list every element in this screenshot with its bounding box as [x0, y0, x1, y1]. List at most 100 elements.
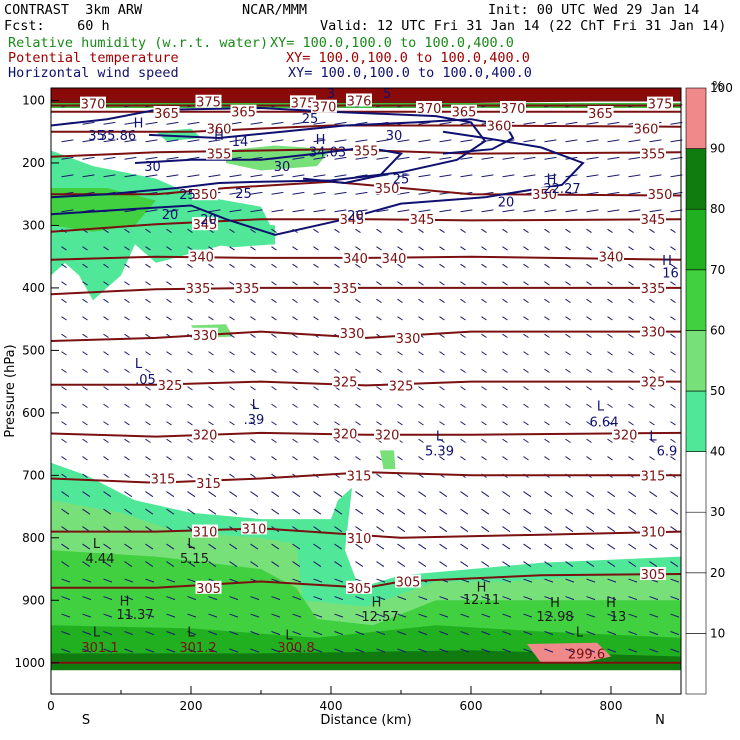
- extremum-value: 22.27: [543, 182, 580, 197]
- wind-vector: [649, 139, 662, 143]
- wind-vector: [670, 281, 676, 286]
- wind-vector: [334, 121, 347, 125]
- wind-vector: [544, 209, 557, 213]
- wind-vector: [376, 263, 382, 269]
- wind-vector: [628, 246, 634, 251]
- theta-label: 350: [532, 188, 557, 203]
- wind-vector: [166, 596, 176, 601]
- wind-vector: [271, 209, 284, 213]
- wind-vector: [145, 139, 158, 143]
- wind-vector: [334, 191, 347, 195]
- wind-vector: [145, 298, 151, 304]
- wind-vector: [649, 298, 655, 304]
- wind-vector: [61, 368, 67, 373]
- wind-vector: [313, 403, 319, 408]
- wind-vector: [292, 403, 298, 408]
- wind-vector: [502, 209, 515, 213]
- wind-vector: [187, 543, 196, 550]
- wind-vector: [103, 456, 109, 461]
- wind-vector: [334, 613, 344, 618]
- wind-vector: [271, 386, 277, 391]
- wind-vector: [586, 191, 599, 195]
- wind-vector: [481, 174, 494, 178]
- wind-speed-contour: [148, 118, 515, 155]
- wind-vector: [481, 351, 487, 356]
- wind-vector: [355, 543, 364, 550]
- wind-vector: [292, 368, 298, 373]
- wind-vector: [460, 351, 466, 356]
- wind-vector: [586, 491, 595, 498]
- wind-vector: [271, 456, 277, 461]
- wind-vector: [481, 333, 487, 338]
- colorbar-label: 60: [710, 323, 725, 337]
- wind-vector: [565, 246, 571, 251]
- theta-label: 370: [81, 98, 106, 113]
- wind-vector: [208, 491, 217, 498]
- wind-vector: [61, 613, 71, 618]
- extremum-value: 34.03: [309, 146, 346, 161]
- rh-patch-mid-small: [380, 450, 396, 470]
- wind-vector: [208, 648, 218, 653]
- wind-vector: [460, 561, 469, 568]
- wind-vector: [166, 438, 172, 443]
- wind-vector: [187, 473, 193, 478]
- wind-vector: [649, 456, 655, 461]
- extremum-marker: L: [187, 626, 195, 641]
- field1-name: Relative humidity (w.r.t. water): [8, 35, 269, 51]
- wind-vector: [481, 631, 491, 636]
- wind-vector: [355, 351, 361, 356]
- wind-vector: [649, 421, 655, 426]
- theta-label-bg: [332, 280, 358, 294]
- wind-vector: [187, 578, 197, 583]
- extremum-marker: L: [436, 429, 444, 444]
- wind-vector: [565, 228, 571, 234]
- wind-vector: [502, 456, 508, 461]
- extremum-value: 5.39: [425, 444, 454, 459]
- wind-vector: [145, 561, 154, 568]
- wind-vector: [439, 368, 445, 373]
- extremum-value: 300.8: [277, 641, 314, 656]
- extremum-value: .05: [135, 373, 156, 388]
- wind-vector: [82, 139, 95, 143]
- wind-vector: [418, 228, 424, 234]
- wind-vector: [439, 438, 445, 443]
- theta-label-bg: [647, 96, 673, 110]
- theta-label-bg: [185, 280, 211, 294]
- wind-vector: [397, 543, 406, 550]
- wind-vector: [124, 333, 130, 338]
- wind-vector: [628, 561, 637, 568]
- wind-vector: [271, 281, 277, 286]
- wind-vector: [355, 561, 364, 568]
- wind-vector: [439, 209, 452, 213]
- colorbar-bin: [685, 87, 707, 149]
- wind-vector: [313, 121, 326, 125]
- wind-vector: [670, 578, 680, 583]
- wind-vector: [670, 386, 676, 391]
- wind-vector: [145, 368, 151, 373]
- wind-vector: [628, 578, 638, 583]
- wind-vector: [250, 263, 256, 269]
- wind-vector: [103, 596, 113, 601]
- wind-vector: [376, 578, 386, 583]
- wind-vector: [208, 316, 214, 321]
- wind-vector: [502, 281, 508, 286]
- wind-vector: [61, 421, 67, 426]
- wind-vector: [670, 263, 676, 269]
- wind-vector: [292, 298, 298, 304]
- wind-vector: [355, 263, 361, 269]
- wind-vector: [376, 561, 385, 568]
- wind-vector: [271, 121, 284, 125]
- wind-vector: [586, 386, 592, 391]
- wind-vector: [607, 228, 613, 234]
- wind-vector: [439, 263, 445, 269]
- wind-vector: [607, 263, 613, 269]
- extremum-value: 299.6: [568, 647, 605, 662]
- wind-vector: [229, 438, 235, 443]
- wind-vector: [439, 121, 452, 125]
- wind-vector: [502, 316, 508, 321]
- wind-vector: [124, 281, 130, 286]
- wind-vector: [229, 543, 238, 550]
- wind-vector: [460, 228, 466, 234]
- wind-vector: [334, 491, 343, 498]
- wind-vector: [481, 438, 487, 443]
